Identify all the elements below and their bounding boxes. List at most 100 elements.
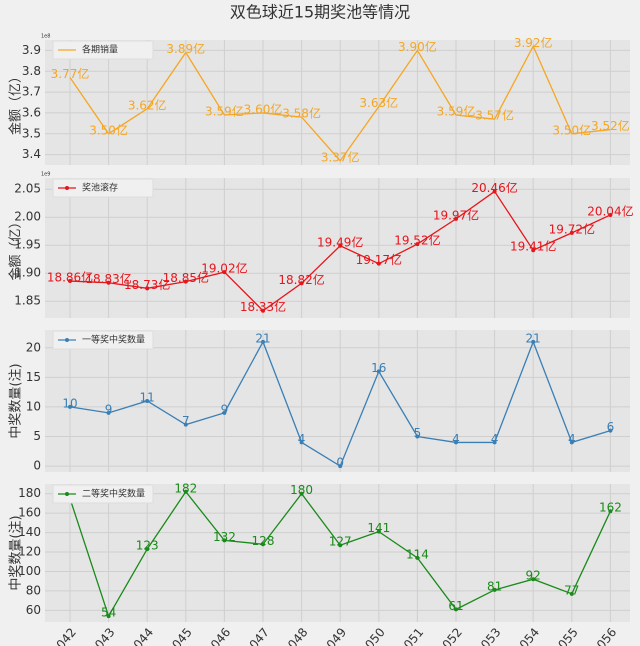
y-axis-label: 金额（亿） — [8, 70, 24, 135]
point — [299, 281, 304, 286]
value-label: 182 — [174, 481, 197, 495]
point — [145, 286, 150, 291]
value-label: 19.02亿 — [201, 261, 247, 276]
plot-area — [45, 484, 630, 622]
point — [106, 280, 111, 285]
value-label: 20.46亿 — [471, 180, 517, 195]
point — [569, 230, 574, 235]
point — [454, 440, 458, 445]
value-label: 18.85亿 — [163, 270, 209, 285]
point — [608, 428, 613, 433]
point — [492, 587, 497, 592]
point — [145, 399, 150, 403]
y-tick-label: 120 — [18, 545, 41, 559]
value-label: 114 — [406, 547, 429, 561]
value-label: 19.17亿 — [356, 252, 402, 267]
value-label: 3.37亿 — [321, 149, 360, 164]
point — [376, 261, 381, 266]
y-tick-label: 10 — [26, 399, 41, 413]
y-tick-label: 3.5 — [22, 126, 41, 140]
value-label: 180 — [290, 483, 313, 497]
value-label: 18.73亿 — [124, 277, 170, 292]
point — [222, 538, 227, 543]
value-label: 9 — [221, 402, 229, 416]
point — [338, 243, 343, 248]
y-tick-label: 0 — [33, 459, 41, 473]
point — [415, 555, 420, 560]
value-label: 3.50亿 — [89, 122, 128, 137]
y-tick-label: 3.4 — [22, 147, 41, 161]
value-label: 3.50亿 — [552, 122, 591, 137]
value-label: 3.89亿 — [166, 41, 205, 56]
point — [415, 434, 420, 439]
value-label: 4 — [452, 432, 460, 446]
value-label: 61 — [448, 599, 463, 613]
value-label: 5 — [414, 426, 422, 440]
value-label: 3.62亿 — [128, 97, 167, 112]
legend-label: 二等奖中奖数量 — [82, 488, 145, 500]
value-label: 127 — [329, 535, 352, 549]
y-axis-label: 金额（亿） — [8, 215, 24, 280]
value-label: 18.86亿 — [47, 270, 93, 285]
y-tick-label: 60 — [26, 603, 41, 617]
point — [222, 270, 227, 275]
point — [145, 547, 150, 552]
point — [261, 542, 265, 547]
point — [376, 369, 381, 374]
point — [608, 212, 613, 217]
point — [222, 410, 227, 415]
point — [531, 248, 536, 253]
legend-box — [52, 330, 154, 350]
point — [106, 614, 111, 619]
point — [454, 216, 458, 221]
value-label: 92 — [526, 569, 541, 583]
value-label: 19.72亿 — [549, 221, 595, 236]
point — [68, 279, 72, 284]
value-label: 20.04亿 — [587, 203, 633, 218]
point — [531, 577, 536, 582]
value-label: 6 — [607, 420, 615, 434]
y-tick-label: 3.7 — [22, 85, 41, 99]
value-label: 141 — [367, 521, 390, 535]
point — [531, 339, 536, 344]
value-label: 0 — [336, 456, 344, 470]
value-label: 9 — [105, 402, 113, 416]
value-label: 3.60亿 — [244, 101, 283, 116]
point — [492, 440, 497, 445]
value-label: 81 — [487, 579, 502, 593]
plot-area — [45, 330, 630, 472]
value-label: 3.77亿 — [51, 66, 90, 81]
y-tick-label: 140 — [18, 525, 41, 539]
point — [338, 543, 343, 548]
value-label: 3.63亿 — [359, 95, 398, 110]
legend-box — [52, 178, 154, 198]
value-label: 4 — [491, 432, 499, 446]
y-tick-label: 3.6 — [22, 105, 41, 119]
point — [183, 279, 188, 284]
value-label: 11 — [140, 391, 155, 405]
y-tick-label: 2.05 — [14, 182, 41, 196]
point — [338, 464, 343, 469]
y-axis-label: 中奖数量(注) — [9, 515, 24, 590]
value-label: 77 — [564, 583, 579, 597]
legend-marker — [65, 492, 69, 496]
offset-text: 1e8 — [41, 34, 50, 40]
legend-marker — [65, 186, 69, 190]
value-label: 16 — [371, 361, 386, 375]
point — [261, 308, 265, 313]
y-tick-label: 80 — [26, 583, 41, 597]
y-tick-label: 160 — [18, 506, 41, 520]
value-label: 18.82亿 — [278, 272, 324, 287]
value-label: 7 — [182, 414, 190, 428]
value-label: 3.92亿 — [514, 35, 553, 50]
point — [415, 242, 420, 247]
y-tick-label: 2.00 — [14, 210, 41, 224]
y-tick-label: 15 — [26, 370, 41, 384]
y-tick-label: 1.85 — [14, 294, 41, 308]
legend-label: 奖池滚存 — [82, 182, 118, 194]
legend-box — [52, 40, 154, 60]
value-label: 162 — [599, 501, 622, 515]
value-label: 3.58亿 — [282, 106, 321, 121]
value-label: 3.59亿 — [205, 104, 244, 119]
value-label: 4 — [568, 432, 576, 446]
